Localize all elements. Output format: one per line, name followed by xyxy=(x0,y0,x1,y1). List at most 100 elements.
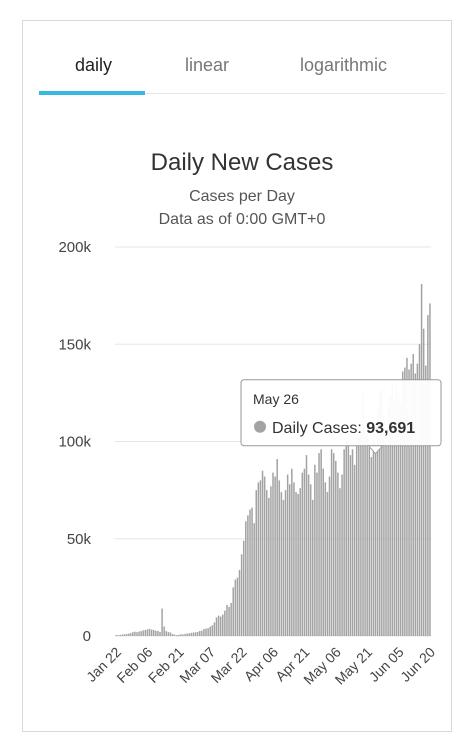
bar[interactable] xyxy=(397,392,400,637)
bar[interactable] xyxy=(345,441,347,637)
bar[interactable] xyxy=(309,484,312,636)
bar[interactable] xyxy=(416,363,419,636)
bar[interactable] xyxy=(278,480,281,636)
bar[interactable] xyxy=(146,629,149,636)
bar[interactable] xyxy=(408,369,410,636)
tab-daily[interactable]: daily xyxy=(75,55,113,75)
bar[interactable] xyxy=(263,476,266,636)
bar[interactable] xyxy=(425,365,427,636)
bar[interactable] xyxy=(286,474,289,636)
bar[interactable] xyxy=(117,635,119,636)
bar[interactable] xyxy=(226,604,228,636)
bar[interactable] xyxy=(301,472,304,636)
bar[interactable] xyxy=(351,449,354,636)
bar[interactable] xyxy=(362,392,364,637)
bar[interactable] xyxy=(150,629,153,636)
bar[interactable] xyxy=(182,634,184,636)
bar[interactable] xyxy=(157,630,159,636)
bar[interactable] xyxy=(395,383,398,636)
bar[interactable] xyxy=(155,630,157,636)
bar[interactable] xyxy=(169,632,172,637)
bar[interactable] xyxy=(222,614,224,636)
bar[interactable] xyxy=(274,476,276,636)
bar[interactable] xyxy=(293,482,295,636)
bar[interactable] xyxy=(280,492,283,636)
bar[interactable] xyxy=(217,615,220,636)
bar[interactable] xyxy=(326,492,329,636)
bar[interactable] xyxy=(347,439,350,636)
bar[interactable] xyxy=(303,468,306,636)
bar[interactable] xyxy=(366,427,368,636)
bar[interactable] xyxy=(393,400,396,636)
bar[interactable] xyxy=(387,406,389,636)
bar[interactable] xyxy=(282,499,285,636)
bar[interactable] xyxy=(119,634,121,636)
bar[interactable] xyxy=(123,634,126,636)
bar[interactable] xyxy=(422,328,425,636)
bar[interactable] xyxy=(178,634,180,636)
bar[interactable] xyxy=(255,490,258,637)
bar[interactable] xyxy=(268,497,270,636)
bar[interactable] xyxy=(284,490,287,637)
bar[interactable] xyxy=(249,509,251,636)
bar[interactable] xyxy=(376,408,379,636)
bar[interactable] xyxy=(358,437,360,636)
bar[interactable] xyxy=(265,490,268,637)
bar[interactable] xyxy=(121,634,124,636)
bar[interactable] xyxy=(429,303,431,636)
bar[interactable] xyxy=(339,488,341,636)
bar[interactable] xyxy=(307,474,310,636)
bar[interactable] xyxy=(180,634,182,636)
bar[interactable] xyxy=(312,499,314,636)
bar[interactable] xyxy=(324,482,327,636)
bar[interactable] xyxy=(127,633,130,636)
bar[interactable] xyxy=(213,622,216,636)
bar[interactable] xyxy=(381,388,383,636)
bar[interactable] xyxy=(383,414,385,636)
bar[interactable] xyxy=(251,507,253,636)
bar[interactable] xyxy=(115,635,117,636)
bar[interactable] xyxy=(148,628,151,636)
tab-linear[interactable]: linear xyxy=(185,55,230,75)
bar[interactable] xyxy=(406,357,408,636)
bar[interactable] xyxy=(253,523,255,636)
bar[interactable] xyxy=(196,631,199,636)
bar[interactable] xyxy=(163,626,165,636)
bar[interactable] xyxy=(372,427,375,636)
bar[interactable] xyxy=(337,472,339,636)
bar[interactable] xyxy=(165,631,168,636)
bar[interactable] xyxy=(295,492,297,636)
bar[interactable] xyxy=(138,631,140,636)
bar[interactable] xyxy=(171,634,174,636)
bar[interactable] xyxy=(353,464,356,636)
bar[interactable] xyxy=(414,373,417,636)
bar[interactable] xyxy=(276,459,278,636)
bar[interactable] xyxy=(136,632,138,636)
bar[interactable] xyxy=(349,455,352,636)
bar[interactable] xyxy=(368,447,371,636)
bar[interactable] xyxy=(272,472,274,636)
bar[interactable] xyxy=(385,429,387,636)
bar[interactable] xyxy=(142,630,145,636)
bar[interactable] xyxy=(410,363,412,636)
bar[interactable] xyxy=(335,460,337,636)
bar[interactable] xyxy=(404,367,406,636)
bar[interactable] xyxy=(418,344,421,636)
bar[interactable] xyxy=(167,632,170,636)
bar[interactable] xyxy=(203,629,205,636)
bar[interactable] xyxy=(374,453,377,636)
bar[interactable] xyxy=(224,610,226,636)
bar[interactable] xyxy=(360,429,362,636)
bar[interactable] xyxy=(134,631,136,636)
bar[interactable] xyxy=(318,453,320,636)
bar[interactable] xyxy=(427,315,429,636)
bar[interactable] xyxy=(412,353,414,636)
bar[interactable] xyxy=(247,515,249,636)
bar[interactable] xyxy=(236,577,239,636)
bar[interactable] xyxy=(192,632,195,637)
bar[interactable] xyxy=(232,587,234,637)
bar[interactable] xyxy=(291,468,293,636)
bar[interactable] xyxy=(242,540,245,636)
bar[interactable] xyxy=(125,634,128,636)
bar[interactable] xyxy=(199,630,201,636)
